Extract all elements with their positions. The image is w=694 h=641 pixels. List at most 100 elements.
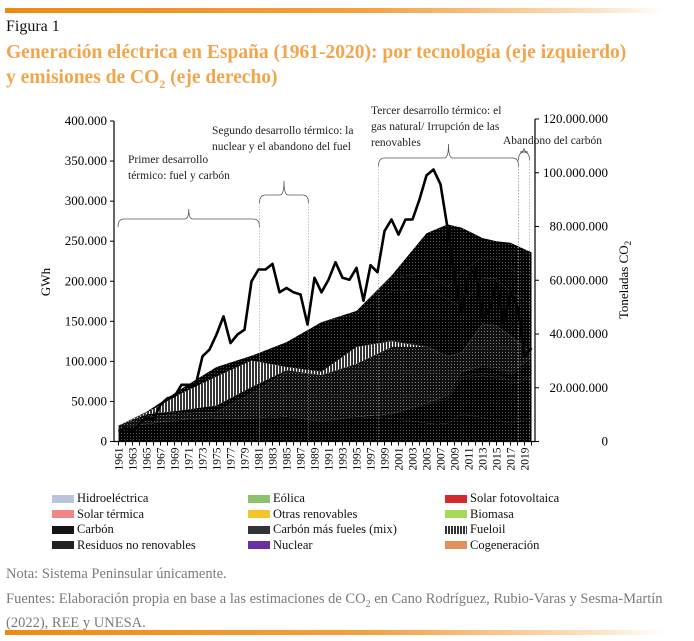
stacked-areas xyxy=(118,224,532,442)
legend-label: Otras renovables xyxy=(273,506,358,521)
x-tick-label: 1969 xyxy=(170,447,182,470)
y-tick-label: 100.000 xyxy=(65,353,107,368)
x-tick-label: 1999 xyxy=(380,447,392,470)
x-tick-label: 1985 xyxy=(282,447,294,470)
legend-label: Biomasa xyxy=(470,506,514,521)
legend-swatch xyxy=(445,494,467,503)
chart: Primer desarrollo térmico: fuel y carbón S… xyxy=(38,105,633,471)
legend-swatch xyxy=(52,510,74,518)
legend: Hidroeléctrica Eólica Solar fotovoltaica So… xyxy=(0,488,694,552)
area-otras-renovables xyxy=(118,224,532,426)
sources-subscript: 2 xyxy=(365,598,371,610)
title-line-1: Generación eléctrica en España (1961-202… xyxy=(6,42,627,63)
area-eólica xyxy=(118,375,532,429)
annotation-text: gas natural/ Irrupción de las xyxy=(371,121,500,133)
y2-tick-label: 100.000.000 xyxy=(543,165,608,180)
title-line-2-end: (eje derecho) xyxy=(165,67,278,88)
legend-item: Solar térmica xyxy=(52,507,144,522)
legend-item: Solar fotovoltaica xyxy=(445,491,559,506)
legend-label: Hidroeléctrica xyxy=(77,491,149,505)
sources-text-end: en Cano Rodríguez, Rubio-Varas y Sesma-M… xyxy=(6,591,663,631)
top-accent-bar xyxy=(5,8,665,13)
legend-swatch xyxy=(248,525,270,534)
y2-tick-label: 20.000.000 xyxy=(550,380,609,395)
y2-axis-label: Toneladas CO2 xyxy=(616,241,633,319)
title-line-2: y emisiones de CO2 (eje derecho) xyxy=(6,67,278,91)
legend-label: Solar térmica xyxy=(77,506,144,521)
x-tick-label: 1983 xyxy=(268,447,280,470)
annotation-text: Abandono del carbón xyxy=(503,135,602,147)
x-tick-label: 2005 xyxy=(422,447,434,470)
x-tick-label: 1995 xyxy=(352,447,364,470)
legend-label: Fueloil xyxy=(470,522,506,536)
legend-label: Carbón más fueles (mix) xyxy=(273,522,397,536)
co2-emissions-line xyxy=(117,168,533,433)
x-tick-label: 1993 xyxy=(338,447,350,470)
area-nuclear xyxy=(118,278,532,426)
annotation-text: nuclear y el abandono del fuel xyxy=(212,141,351,153)
title-subscript: 2 xyxy=(159,76,166,91)
legend-swatch xyxy=(445,541,467,549)
x-tick-label: 1965 xyxy=(142,447,154,470)
figure-label: Figura 1 xyxy=(6,18,60,35)
x-tick-label: 1997 xyxy=(366,447,378,470)
legend-item: Eólica xyxy=(248,491,305,506)
x-tick-label: 1979 xyxy=(240,447,252,470)
y-tick-label: 50.000 xyxy=(71,393,107,408)
period-bracket xyxy=(378,143,519,167)
x-tick-label: 1981 xyxy=(254,447,266,470)
x-tick-label: 2011 xyxy=(464,447,476,470)
legend-swatch xyxy=(248,510,270,518)
period-bracket xyxy=(518,147,530,161)
legend-label: Nuclear xyxy=(273,537,313,552)
annotation-text: Primer desarrollo xyxy=(128,154,208,166)
y-tick-label: 400.000 xyxy=(65,113,107,128)
x-tick-label: 1991 xyxy=(324,447,336,470)
chart-title: Generación eléctrica en España (1961-202… xyxy=(6,40,686,97)
legend-label: Solar fotovoltaica xyxy=(470,491,560,505)
x-tick-label: 2019 xyxy=(520,447,532,470)
x-tick-label: 2007 xyxy=(436,447,448,470)
legend-item: Biomasa xyxy=(445,507,514,522)
x-tick-label: 2017 xyxy=(506,447,518,470)
note: Nota: Sistema Peninsular únicamente. xyxy=(6,566,227,582)
y2-tick-label: 40.000.000 xyxy=(550,326,609,341)
x-tick-label: 1987 xyxy=(296,447,308,470)
annotation-text: térmico: fuel y carbón xyxy=(128,170,230,182)
legend-item: Fueloil xyxy=(445,522,505,537)
x-tick-label: 1967 xyxy=(156,447,168,470)
area-carbón xyxy=(118,324,532,429)
x-tick-label: 1975 xyxy=(212,447,224,470)
legend-item: Hidroeléctrica xyxy=(52,491,148,506)
legend-swatch xyxy=(248,494,270,503)
area-fueloil xyxy=(118,324,532,426)
sources: Fuentes: Elaboración propia en base a la… xyxy=(6,590,686,632)
y2-tick-label: 60.000.000 xyxy=(550,272,609,287)
period-annotations: Primer desarrollo térmico: fuel y carbón S… xyxy=(117,105,602,442)
legend-swatch xyxy=(52,494,74,503)
legend-swatch xyxy=(248,541,270,549)
x-tick-label: 1963 xyxy=(128,447,140,470)
legend-label: Cogeneración xyxy=(470,537,540,552)
bottom-accent-bar xyxy=(5,630,665,635)
y2-tick-label: 80.000.000 xyxy=(550,219,609,234)
x-tick-label: 1971 xyxy=(184,447,196,470)
legend-swatch xyxy=(445,510,467,518)
title-line-2-text: y emisiones de CO xyxy=(6,67,160,88)
legend-item: Residuos no renovables xyxy=(52,538,196,553)
x-tick-label: 2013 xyxy=(478,447,490,470)
y-tick-label: 350.000 xyxy=(65,153,107,168)
axes: 0 50.000 100.000 150.000 200.000 250.000 300.0… xyxy=(65,111,608,471)
area-cogeneración xyxy=(118,257,532,426)
period-bracket xyxy=(259,180,309,204)
x-tick-label: 1961 xyxy=(114,447,126,470)
legend-item: Otras renovables xyxy=(248,507,357,522)
x-tick-label: 2009 xyxy=(450,447,462,470)
y-tick-label: 250.000 xyxy=(65,233,107,248)
y-tick-label: 150.000 xyxy=(65,313,107,328)
area-solar-fotovoltaica xyxy=(118,362,532,429)
legend-item: Carbón más fueles (mix) xyxy=(248,522,397,537)
legend-item: Cogeneración xyxy=(445,538,539,553)
y-tick-label: 200.000 xyxy=(65,273,107,288)
y2-tick-label: 0 xyxy=(602,434,609,449)
